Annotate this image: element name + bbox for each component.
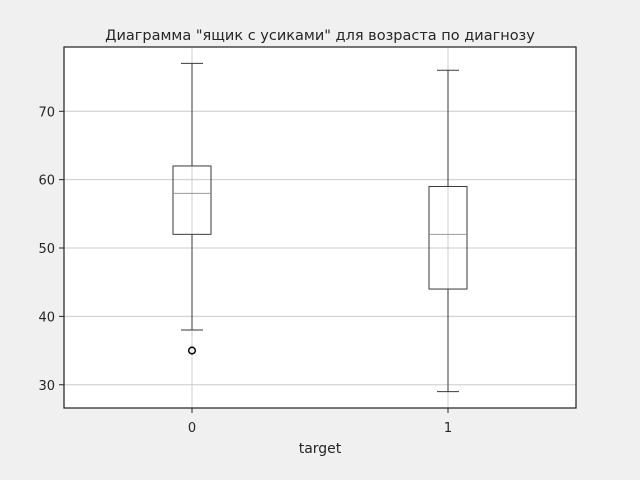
box [172,165,212,235]
box-plot-0 [172,62,212,355]
y-tick-label: 30 [38,379,55,394]
box-plots [172,62,468,393]
axes-frame [63,46,577,409]
x-axis-label: target [299,441,342,457]
box-plot-1 [428,69,468,393]
y-tick-label: 70 [38,105,55,120]
chart-title: Диаграмма "ящик с усиками" для возраста … [105,28,535,44]
x-tick-label: 1 [444,421,452,436]
y-axis: 30 40 50 60 70 [38,105,64,394]
plot-area [64,47,576,408]
y-tick-label: 60 [38,174,55,189]
outlier-point [187,346,197,355]
x-tick-label: 0 [188,421,196,436]
y-tick-label: 50 [38,242,55,257]
box [428,185,468,290]
y-tick-label: 40 [38,310,55,325]
